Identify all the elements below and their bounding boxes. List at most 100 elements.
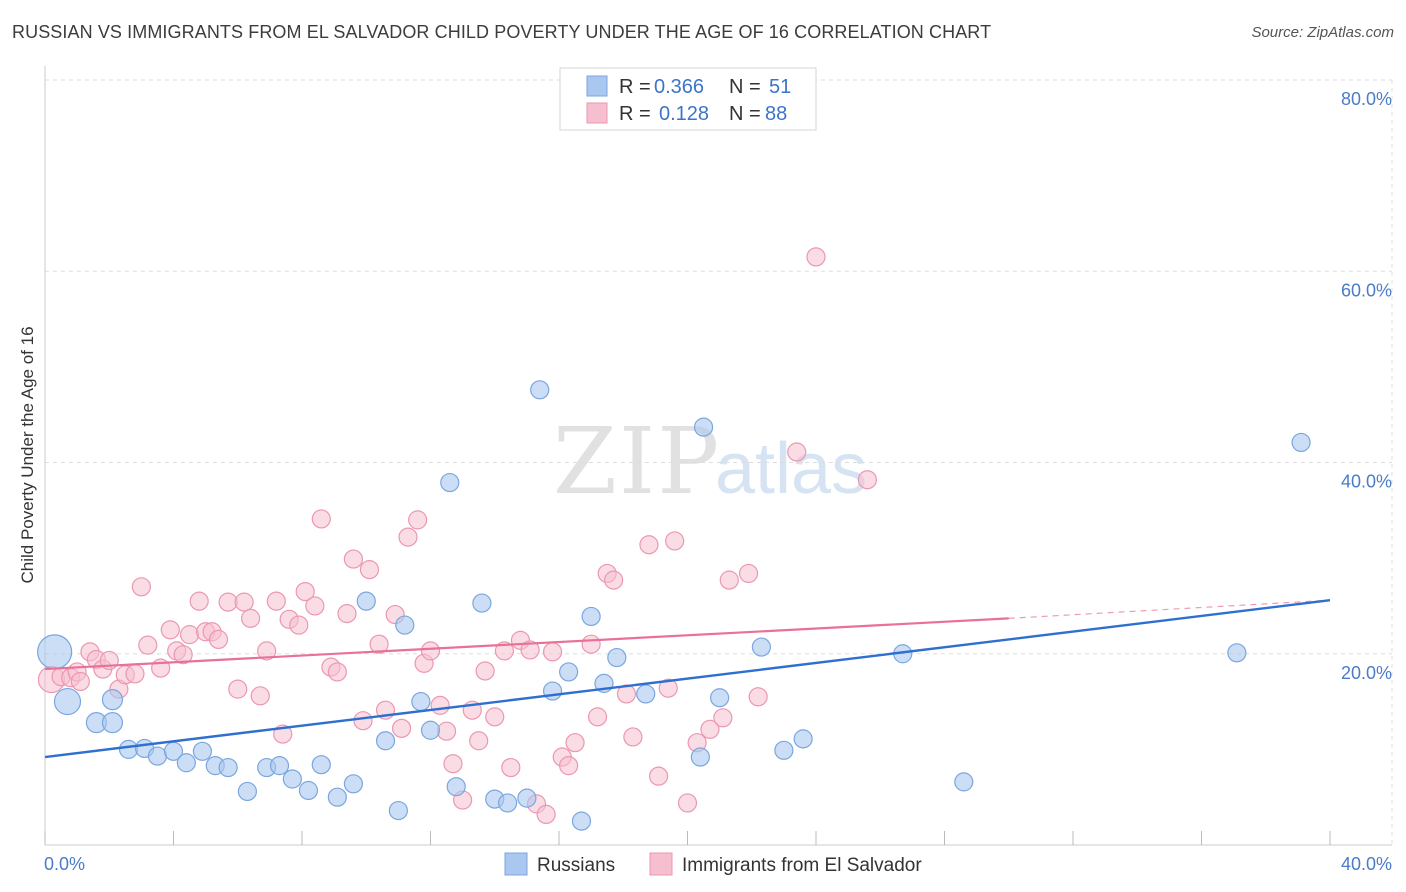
- source-credit: Source: ZipAtlas.com: [1251, 24, 1394, 41]
- legend-bottom: Russians Immigrants from El Salvador: [504, 852, 922, 876]
- y-tick-labels: 20.0% 40.0% 60.0% 80.0%: [1341, 89, 1392, 683]
- point-el-salvador-12: [131, 577, 151, 597]
- point-russians-43: [710, 688, 730, 708]
- point-russians-12: [218, 757, 238, 778]
- point-russians-17: [298, 780, 319, 801]
- point-el-salvador-46: [398, 527, 418, 547]
- point-russians-16: [282, 769, 302, 789]
- point-russians-29: [472, 593, 492, 613]
- point-el-salvador-39: [343, 549, 363, 569]
- point-el-salvador-35: [311, 509, 331, 529]
- point-el-salvador-49: [420, 641, 441, 661]
- point-el-salvador-86: [806, 247, 826, 267]
- point-el-salvador-59: [501, 757, 521, 778]
- legend-swatch-russians: [586, 75, 608, 97]
- legend-bottom-swatch-russians: [504, 852, 528, 876]
- point-russians-39: [607, 647, 627, 668]
- trend-lines: [44, 599, 1331, 759]
- point-el-salvador-41: [359, 559, 380, 580]
- point-russians-4: [101, 689, 124, 711]
- point-el-salvador-15: [160, 620, 180, 640]
- point-el-salvador-81: [713, 708, 733, 728]
- point-el-salvador-50: [430, 695, 450, 715]
- point-el-salvador-75: [648, 766, 669, 786]
- point-el-salvador-24: [228, 679, 248, 699]
- chart-title: RUSSIAN VS IMMIGRANTS FROM EL SALVADOR C…: [12, 22, 992, 42]
- y-axis-label: Child Poverty Under the Age of 16: [18, 326, 37, 583]
- point-russians-0: [37, 634, 73, 670]
- legend-r-label-el-salvador: R =: [619, 103, 651, 125]
- point-russians-15: [269, 756, 290, 776]
- legend-n-value-el-salvador: 88: [765, 103, 787, 125]
- point-el-salvador-78: [677, 793, 698, 813]
- point-russians-9: [176, 753, 196, 773]
- point-russians-32: [517, 788, 537, 808]
- point-el-salvador-77: [665, 531, 685, 551]
- point-el-salvador-63: [536, 804, 556, 825]
- point-russians-3: [101, 711, 124, 734]
- point-el-salvador-69: [587, 707, 608, 727]
- point-russians-45: [774, 740, 794, 760]
- point-el-salvador-19: [189, 591, 209, 611]
- point-russians-34: [542, 681, 563, 701]
- point-el-salvador-82: [719, 570, 739, 590]
- point-el-salvador-64: [542, 642, 563, 662]
- point-russians-46: [793, 729, 813, 749]
- point-el-salvador-51: [436, 721, 457, 741]
- trend-el-salvador-extension: [1008, 599, 1331, 619]
- point-el-salvador-68: [581, 634, 601, 654]
- legend-n-value-russians: 51: [769, 76, 791, 98]
- point-russians-10: [192, 741, 213, 761]
- point-el-salvador-17: [173, 645, 193, 665]
- point-russians-44: [751, 637, 771, 657]
- watermark-zip: ZIP: [553, 408, 721, 515]
- point-russians-27: [440, 472, 460, 493]
- point-el-salvador-61: [520, 640, 540, 660]
- point-el-salvador-74: [639, 535, 659, 555]
- point-russians-25: [411, 691, 431, 712]
- point-russians-22: [375, 731, 396, 751]
- point-el-salvador-76: [658, 678, 678, 698]
- legend-r-value-el-salvador: 0.128: [659, 103, 709, 125]
- point-russians-48: [954, 772, 974, 792]
- y-tick-label-0: 20.0%: [1341, 663, 1392, 683]
- point-el-salvador-57: [485, 707, 505, 727]
- point-el-salvador-56: [475, 661, 495, 681]
- trend-russians: [44, 599, 1331, 759]
- point-el-salvador-47: [408, 510, 428, 530]
- legend-bottom-swatch-el-salvador: [649, 852, 673, 876]
- point-russians-49: [1227, 643, 1247, 663]
- point-el-salvador-87: [857, 470, 878, 490]
- x-tick-labels: 0.0% 40.0%: [44, 854, 1392, 874]
- point-russians-5: [118, 739, 139, 759]
- point-el-salvador-37: [327, 662, 347, 682]
- point-el-salvador-22: [208, 629, 229, 650]
- legend-swatch-el-salvador: [586, 102, 608, 124]
- point-el-salvador-40: [353, 711, 373, 731]
- trend-el-salvador: [44, 617, 1009, 671]
- point-russians-26: [420, 720, 441, 740]
- x-tick-label-0: 0.0%: [44, 854, 85, 874]
- point-el-salvador-38: [337, 603, 357, 624]
- legend-bottom-label-russians: Russians: [537, 855, 615, 876]
- y-tick-label-3: 80.0%: [1341, 89, 1392, 109]
- point-el-salvador-11: [125, 664, 145, 684]
- point-el-salvador-42: [369, 634, 389, 654]
- point-russians-7: [147, 746, 168, 766]
- point-el-salvador-83: [738, 563, 759, 584]
- y-tick-label-2: 60.0%: [1341, 280, 1392, 300]
- point-el-salvador-29: [266, 591, 286, 611]
- point-russians-40: [636, 684, 656, 704]
- point-el-salvador-67: [565, 733, 585, 753]
- point-el-salvador-23: [218, 592, 238, 612]
- watermark-atlas: atlas: [715, 429, 867, 509]
- point-russians-35: [559, 662, 579, 682]
- point-el-salvador-25: [234, 592, 254, 612]
- point-russians-23: [388, 800, 408, 821]
- point-el-salvador-34: [305, 596, 325, 616]
- series-el-salvador-points: [37, 247, 878, 825]
- axes: [44, 66, 1392, 846]
- series-russians-points: [37, 380, 1311, 831]
- point-russians-18: [311, 755, 331, 775]
